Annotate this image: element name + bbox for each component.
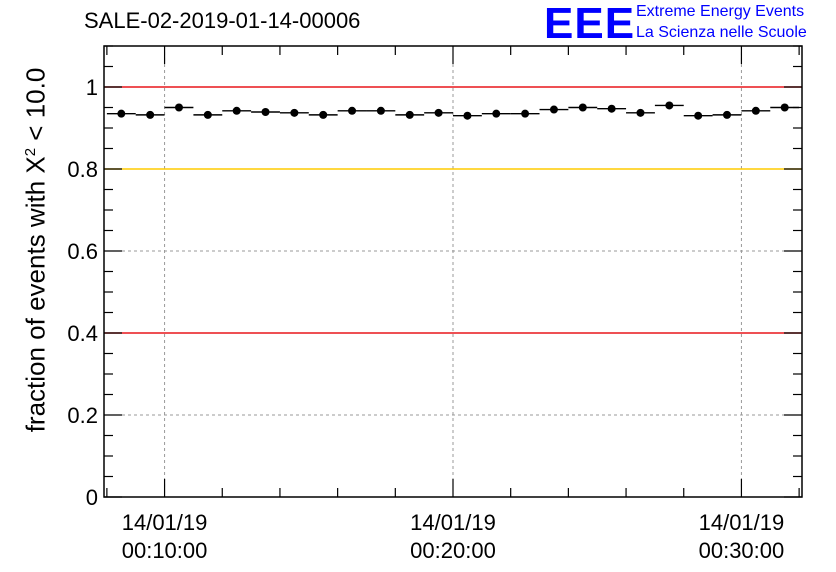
data-point-9 bbox=[376, 106, 385, 115]
data-point-12 bbox=[463, 111, 472, 120]
y-tick-label-3: 0.6 bbox=[67, 239, 98, 264]
eee-logo-mark: EEE bbox=[544, 0, 636, 48]
data-series bbox=[106, 101, 800, 120]
reference-lines bbox=[104, 86, 802, 334]
data-point-16 bbox=[578, 103, 587, 112]
y-tick-label-2: 0.4 bbox=[67, 321, 98, 346]
axis-ticks bbox=[104, 45, 802, 498]
chart-title: SALE-02-2019-01-14-00006 bbox=[84, 8, 361, 33]
data-point-23 bbox=[780, 103, 789, 112]
data-point-6 bbox=[290, 108, 299, 117]
data-point-17 bbox=[607, 104, 616, 113]
tick-labels: 0 0.2 0.4 0.6 0.8 1 14/01/19 00:10:00 14/01/19 00… bbox=[67, 75, 784, 563]
data-point-2 bbox=[174, 103, 183, 112]
x-tick-label-time-1: 00:20:00 bbox=[410, 538, 496, 563]
data-point-13 bbox=[492, 109, 501, 118]
data-point-19 bbox=[665, 101, 674, 110]
x-tick-label-time-2: 00:30:00 bbox=[699, 538, 785, 563]
x-tick-label-time-0: 00:10:00 bbox=[122, 538, 208, 563]
y-tick-label-4: 0.8 bbox=[67, 157, 98, 182]
data-point-4 bbox=[232, 106, 241, 115]
y-tick-label-1: 0.2 bbox=[67, 403, 98, 428]
data-point-3 bbox=[203, 110, 212, 119]
data-point-10 bbox=[405, 110, 414, 119]
logo-tagline-1: Extreme Energy Events bbox=[636, 3, 805, 20]
data-point-18 bbox=[636, 108, 645, 117]
x-tick-label-date-1: 14/01/19 bbox=[410, 510, 496, 535]
data-point-22 bbox=[751, 106, 760, 115]
data-point-1 bbox=[146, 110, 155, 119]
x-tick-label-date-0: 14/01/19 bbox=[122, 510, 208, 535]
data-point-14 bbox=[521, 109, 530, 118]
x-tick-label-date-2: 14/01/19 bbox=[699, 510, 785, 535]
logo-tagline-2: La Scienza nelle Scuole bbox=[636, 24, 807, 41]
data-point-21 bbox=[723, 110, 732, 119]
y-tick-label-5: 1 bbox=[86, 75, 98, 100]
data-point-0 bbox=[117, 109, 126, 118]
data-point-11 bbox=[434, 108, 443, 117]
data-point-5 bbox=[261, 108, 270, 117]
data-point-15 bbox=[549, 105, 558, 114]
data-point-8 bbox=[348, 106, 357, 115]
data-point-20 bbox=[694, 111, 703, 120]
y-tick-label-0: 0 bbox=[86, 485, 98, 510]
data-point-7 bbox=[319, 110, 328, 119]
